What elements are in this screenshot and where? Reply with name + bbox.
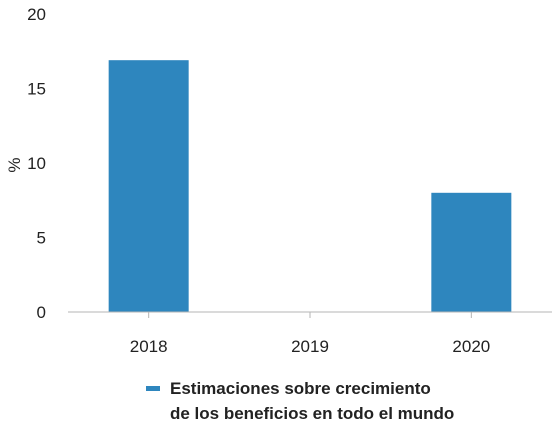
x-tick-label: 2020: [452, 337, 490, 356]
bar-2018: [108, 60, 189, 312]
y-tick-label: 20: [27, 5, 46, 24]
y-tick-label: 10: [27, 154, 46, 173]
bar-2020: [431, 192, 512, 312]
x-tick-label: 2019: [291, 337, 329, 356]
y-axis-title: %: [5, 157, 24, 172]
legend-swatch: [146, 386, 160, 391]
y-tick-label: 0: [37, 303, 46, 322]
legend-label-line-1: Estimaciones sobre crecimiento: [170, 379, 431, 398]
x-axis-ticks: 2018 2019 2020: [130, 312, 490, 356]
y-tick-label: 15: [27, 80, 46, 99]
y-axis-ticks: 0 5 10 15 20: [27, 5, 46, 322]
bars: [108, 60, 512, 312]
legend-label-line-2: de los beneficios en todo el mundo: [170, 404, 454, 423]
legend: Estimaciones sobre crecimiento de los be…: [146, 379, 454, 423]
y-tick-label: 5: [37, 229, 46, 248]
x-tick-label: 2018: [130, 337, 168, 356]
